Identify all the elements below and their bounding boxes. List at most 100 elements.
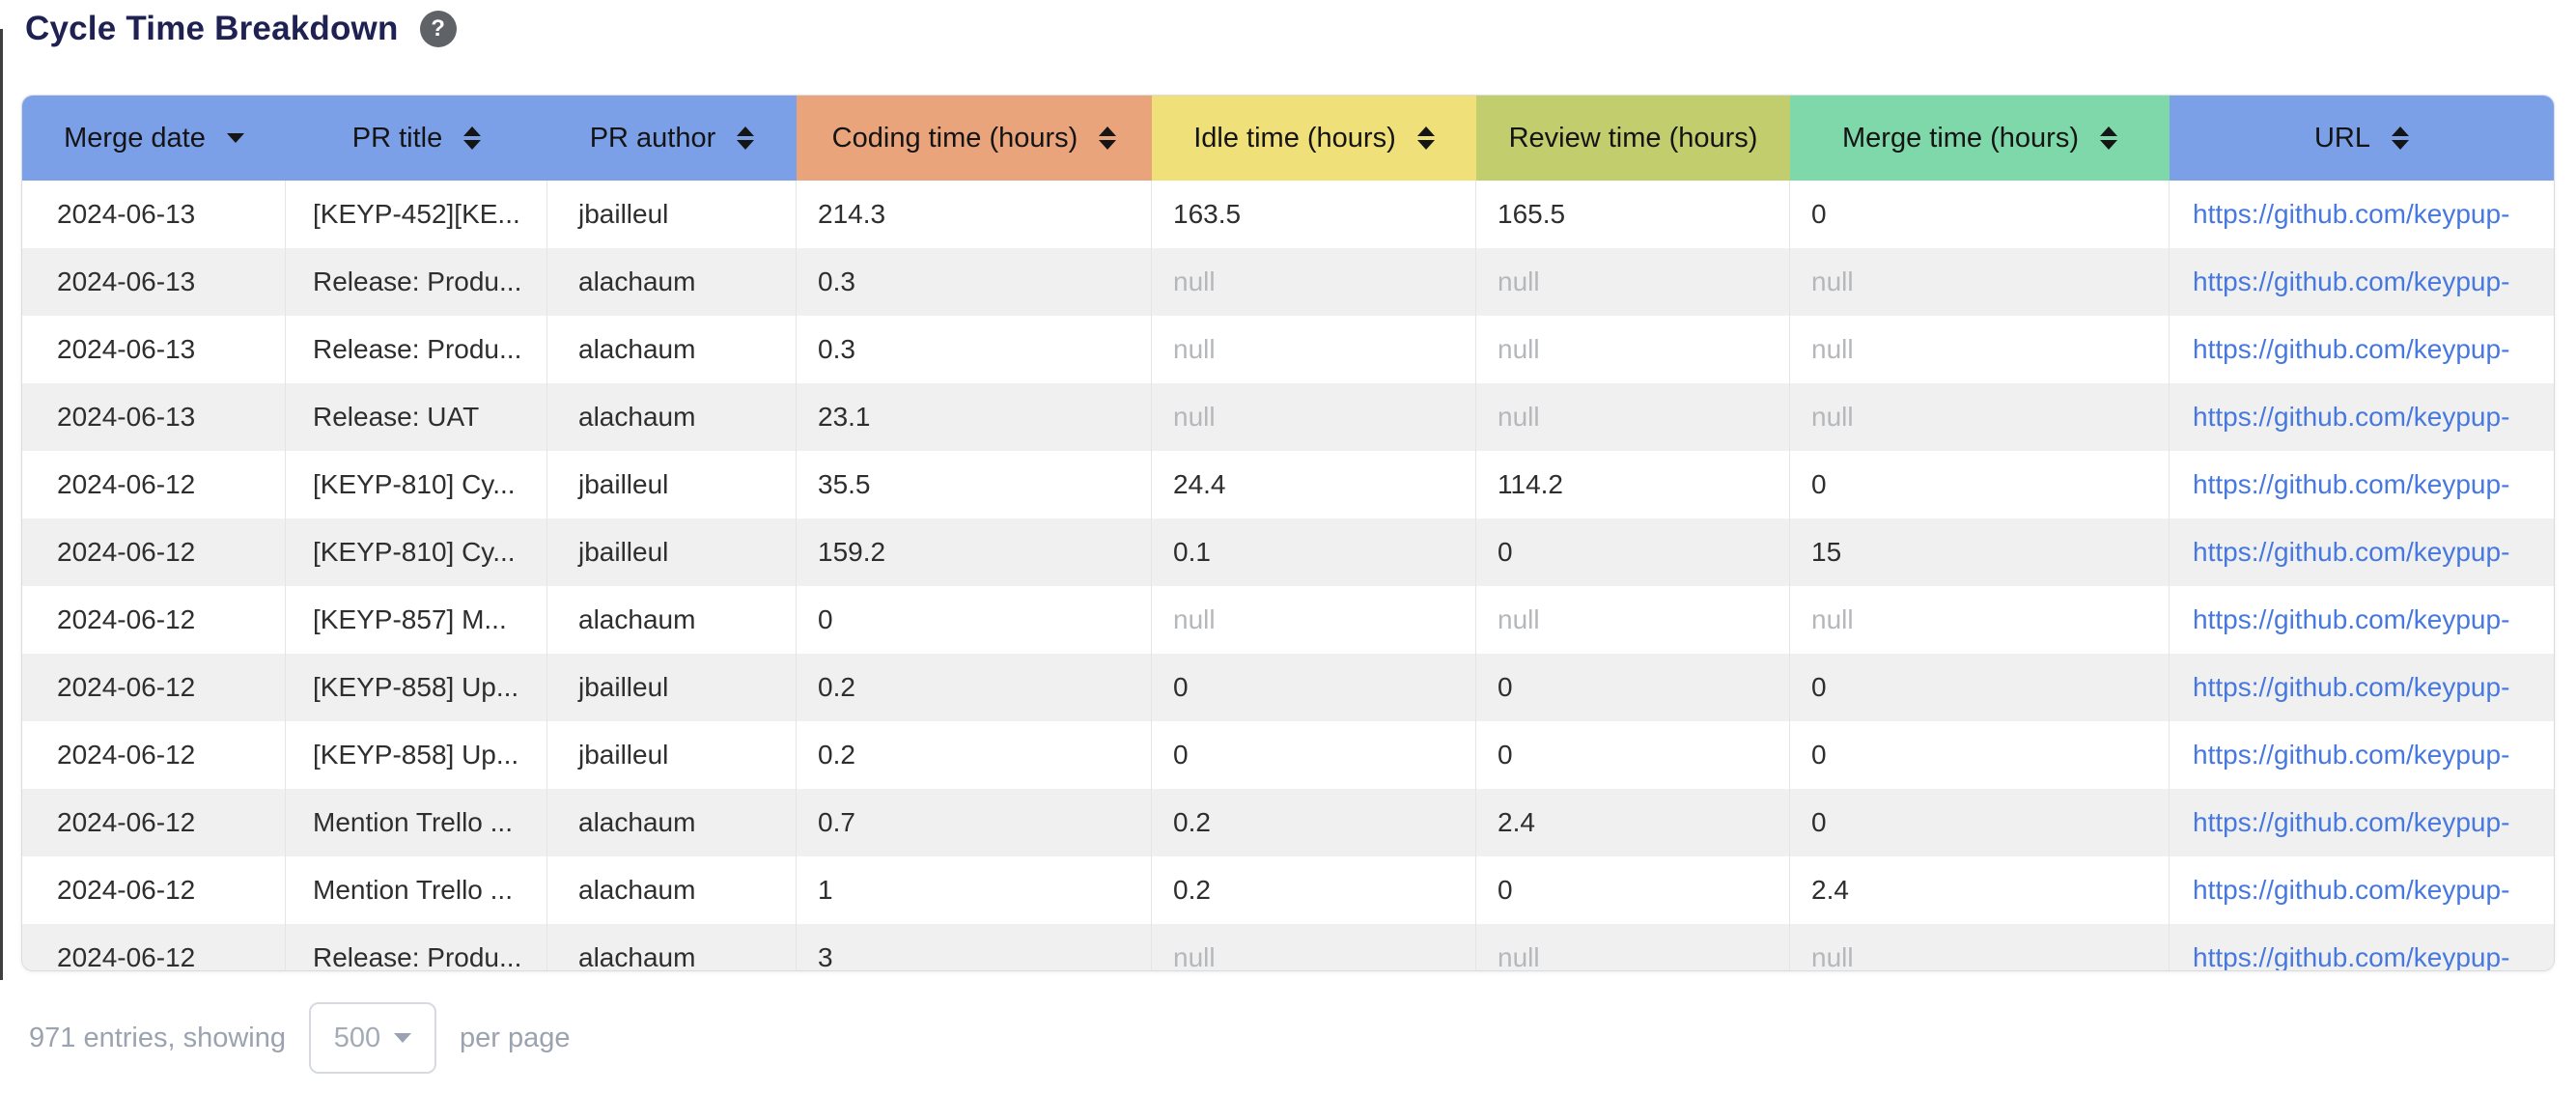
column-header-merge_time[interactable]: Merge time (hours) — [1790, 96, 2170, 181]
cell-value: null — [1811, 942, 1854, 971]
cell-url: https://github.com/keypup- — [2170, 856, 2554, 924]
cell-merge_date: 2024-06-13 — [22, 248, 286, 316]
cell-merge_date: 2024-06-12 — [22, 924, 286, 971]
column-header-label: Review time (hours) — [1508, 122, 1758, 154]
cell-value: 0 — [1811, 672, 1827, 702]
cell-url: https://github.com/keypup- — [2170, 924, 2554, 971]
cell-url: https://github.com/keypup- — [2170, 721, 2554, 789]
cell-value: 2024-06-12 — [57, 942, 196, 971]
cell-value: null — [1811, 604, 1854, 634]
cell-coding_time: 0.2 — [797, 721, 1152, 789]
pr-url-link[interactable]: https://github.com/keypup- — [2193, 199, 2510, 229]
cell-value: 0 — [1173, 672, 1189, 702]
pr-url-link[interactable]: https://github.com/keypup- — [2193, 604, 2510, 634]
cell-value: 0 — [1498, 672, 1513, 702]
cell-value: 35.5 — [818, 469, 871, 499]
cell-url: https://github.com/keypup- — [2170, 654, 2554, 721]
cell-merge_date: 2024-06-12 — [22, 856, 286, 924]
sort-icon — [1099, 126, 1117, 150]
cell-value: 23.1 — [818, 402, 871, 432]
cell-url: https://github.com/keypup- — [2170, 248, 2554, 316]
cell-pr_author: alachaum — [547, 316, 797, 383]
column-header-url[interactable]: URL — [2170, 96, 2554, 181]
cell-merge_time: 0 — [1790, 721, 2170, 789]
page-size-dropdown[interactable]: 500 — [309, 1002, 436, 1074]
pr-url-link[interactable]: https://github.com/keypup- — [2193, 875, 2510, 905]
cell-value: 165.5 — [1498, 199, 1566, 229]
column-header-pr_author[interactable]: PR author — [547, 96, 797, 181]
cell-value: Mention Trello ... — [313, 875, 513, 905]
cell-url: https://github.com/keypup- — [2170, 316, 2554, 383]
cell-merge_time: null — [1790, 248, 2170, 316]
cell-value: 2024-06-13 — [57, 199, 196, 229]
sort-icon — [2392, 126, 2409, 150]
cell-review_time: null — [1476, 586, 1790, 654]
cell-value: Release: Produ... — [313, 942, 522, 971]
cell-value: null — [1498, 942, 1540, 971]
pr-url-link[interactable]: https://github.com/keypup- — [2193, 807, 2510, 837]
cell-value: 0.7 — [818, 807, 855, 837]
pr-url-link[interactable]: https://github.com/keypup- — [2193, 266, 2510, 296]
column-header-coding_time[interactable]: Coding time (hours) — [797, 96, 1152, 181]
cell-pr_author: alachaum — [547, 789, 797, 856]
cell-merge_date: 2024-06-12 — [22, 586, 286, 654]
cell-value: 0.2 — [818, 672, 855, 702]
help-icon[interactable]: ? — [419, 11, 457, 47]
cell-value: null — [1498, 402, 1540, 432]
sort-icon — [1416, 126, 1435, 150]
cell-coding_time: 0.2 — [797, 654, 1152, 721]
cell-value: 0.2 — [818, 740, 855, 770]
cell-merge_time: 15 — [1790, 518, 2170, 586]
table-row: 2024-06-12 [KEYP-858] Up... jbailleul 0.2 0 0… — [22, 654, 2554, 721]
table-row: 2024-06-12 [KEYP-857] M... alachaum 0 null nu… — [22, 586, 2554, 654]
cell-value: 2024-06-12 — [57, 604, 196, 634]
cell-idle_time: 0.2 — [1152, 789, 1476, 856]
cell-value: 0 — [1498, 875, 1513, 905]
cell-value: 2024-06-12 — [57, 875, 196, 905]
cell-merge_date: 2024-06-13 — [22, 181, 286, 248]
pr-url-link[interactable]: https://github.com/keypup- — [2193, 469, 2510, 499]
table-row: 2024-06-13 [KEYP-452][KE... jbailleul 214.3… — [22, 181, 2554, 248]
cell-value: jbailleul — [578, 199, 669, 229]
cell-value: 0 — [1811, 807, 1827, 837]
cell-review_time: null — [1476, 316, 1790, 383]
pr-url-link[interactable]: https://github.com/keypup- — [2193, 672, 2510, 702]
pr-url-link[interactable]: https://github.com/keypup- — [2193, 942, 2510, 971]
cell-value: null — [1173, 604, 1216, 634]
column-header-review_time[interactable]: Review time (hours) — [1476, 96, 1790, 181]
pr-url-link[interactable]: https://github.com/keypup- — [2193, 402, 2510, 432]
cell-value: 0.2 — [1173, 807, 1211, 837]
cell-merge_time: null — [1790, 586, 2170, 654]
pr-url-link[interactable]: https://github.com/keypup- — [2193, 334, 2510, 364]
table-row: 2024-06-12 [KEYP-858] Up... jbailleul 0.2 0 0… — [22, 721, 2554, 789]
column-header-merge_date[interactable]: Merge date — [22, 96, 286, 181]
cell-value: 114.2 — [1498, 469, 1563, 499]
cell-pr_author: jbailleul — [547, 518, 797, 586]
cell-value: 2024-06-12 — [57, 672, 196, 702]
table-row: 2024-06-12 Release: Produ... alachaum 3 null… — [22, 924, 2554, 971]
table-header-row: Merge date PR title PR author Coding time (… — [22, 96, 2554, 181]
per-page-text: per page — [460, 1022, 571, 1053]
column-header-pr_title[interactable]: PR title — [286, 96, 547, 181]
cell-value: alachaum — [578, 807, 696, 837]
pr-url-link[interactable]: https://github.com/keypup- — [2193, 740, 2510, 770]
pagination-footer: 971 entries, showing 500 per page — [29, 1002, 571, 1074]
cell-review_time: 2.4 — [1476, 789, 1790, 856]
column-header-label: PR title — [351, 122, 443, 154]
window-edge — [0, 29, 3, 980]
chevron-down-icon — [394, 1033, 412, 1043]
cell-pr_author: jbailleul — [547, 181, 797, 248]
cell-pr_author: alachaum — [547, 856, 797, 924]
cell-value: 2024-06-12 — [57, 740, 196, 770]
table-row: 2024-06-12 [KEYP-810] Cy... jbailleul 35.5 2… — [22, 451, 2554, 518]
cell-merge_time: 0 — [1790, 789, 2170, 856]
pr-url-link[interactable]: https://github.com/keypup- — [2193, 537, 2510, 567]
cell-value: 0 — [1811, 199, 1827, 229]
cell-value: [KEYP-858] Up... — [313, 740, 519, 770]
column-header-idle_time[interactable]: Idle time (hours) — [1152, 96, 1476, 181]
cell-pr_author: alachaum — [547, 248, 797, 316]
cell-merge_time: 0 — [1790, 451, 2170, 518]
cell-value: null — [1498, 604, 1540, 634]
cell-idle_time: null — [1152, 248, 1476, 316]
cell-merge_date: 2024-06-12 — [22, 721, 286, 789]
